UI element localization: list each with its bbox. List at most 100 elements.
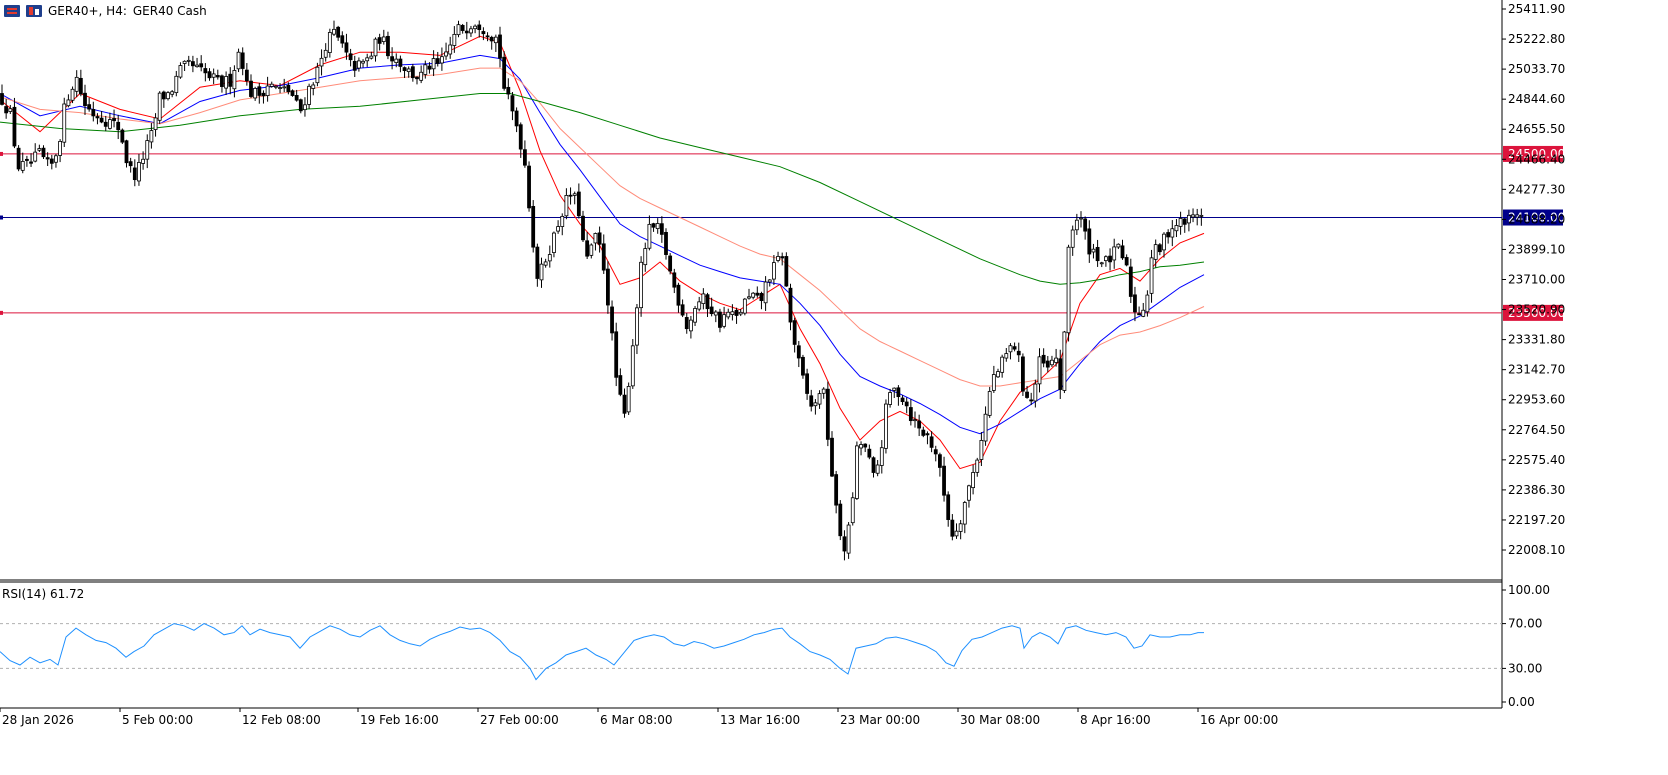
level-price-badge[interactable] <box>1503 145 1563 162</box>
candle-body <box>469 28 473 34</box>
rsi-pane[interactable]: 100.00 70.00 30.00 0.00 <box>0 583 1550 709</box>
candle-body <box>498 34 502 59</box>
candle-body <box>1091 248 1096 253</box>
candle-body <box>975 459 980 473</box>
candle-body <box>962 502 967 525</box>
candle-body <box>386 35 390 57</box>
candle-body <box>398 58 403 67</box>
candle-body <box>166 92 170 100</box>
candle-body <box>842 536 847 552</box>
candle-body <box>298 99 303 112</box>
candle-body <box>568 194 573 197</box>
candle-body <box>900 397 905 403</box>
candle-body <box>701 293 706 304</box>
candle-body <box>979 440 984 460</box>
candle-body <box>211 73 216 78</box>
candle-body <box>91 109 96 117</box>
price-tick-label: 24844.60 <box>1508 92 1565 106</box>
candle-body <box>531 206 536 248</box>
candle-body <box>1045 360 1050 368</box>
level-marker[interactable] <box>0 215 3 220</box>
candlestick-series <box>0 20 1204 561</box>
candle-body <box>1141 309 1146 317</box>
candle-body <box>303 104 307 111</box>
candle-body <box>738 311 743 315</box>
candle-body <box>161 91 166 100</box>
price-tick-label: 25033.70 <box>1508 62 1565 76</box>
time-axis[interactable]: 28 Jan 2026 5 Feb 00:00 12 Feb 08:00 19 Feb… <box>0 708 1278 727</box>
candle-body <box>564 195 569 217</box>
level-price-badge[interactable] <box>1503 304 1563 321</box>
level-price-badge[interactable] <box>1503 209 1563 226</box>
candle-body <box>780 256 785 259</box>
candle-body <box>493 36 498 44</box>
level-price-label: 24500.00 <box>1508 147 1565 161</box>
candle-body <box>170 91 175 95</box>
candle-body <box>174 75 179 94</box>
time-tick-label: 6 Mar 08:00 <box>600 713 673 727</box>
candle-body <box>261 92 266 97</box>
candle-body <box>763 281 768 304</box>
candle-body <box>286 84 291 93</box>
level-marker[interactable] <box>0 151 3 156</box>
candle-body <box>178 65 183 78</box>
candle-body <box>37 148 42 151</box>
time-tick-label: 30 Mar 08:00 <box>960 713 1040 727</box>
candle-body <box>892 387 897 391</box>
candle-body <box>630 345 635 387</box>
candle-body <box>1050 359 1054 366</box>
menu-icon[interactable] <box>4 5 20 17</box>
candle-body <box>132 167 137 181</box>
candle-body <box>1145 294 1150 313</box>
candle-body <box>249 80 253 97</box>
candle-body <box>597 232 602 245</box>
candle-body <box>1182 218 1187 225</box>
candle-body <box>730 311 735 315</box>
candle-body <box>70 88 75 101</box>
candle-body <box>394 58 399 63</box>
time-tick-label: 13 Mar 16:00 <box>720 713 800 727</box>
level-price-label: 23500.00 <box>1508 306 1565 320</box>
candle-body <box>1016 350 1021 356</box>
price-axis[interactable]: 25411.90 25222.80 25033.70 24844.60 24655.50… <box>1502 2 1565 557</box>
candle-body <box>610 306 614 334</box>
candle-body <box>622 394 627 414</box>
candle-body <box>128 161 133 167</box>
candle-body <box>875 464 880 474</box>
time-tick-label: 19 Feb 16:00 <box>360 713 439 727</box>
candle-body <box>332 28 336 35</box>
candle-body <box>410 66 415 79</box>
candle-body <box>377 37 382 44</box>
candle-body <box>282 86 287 89</box>
candle-body <box>859 444 863 449</box>
symbol-description: GER40 Cash <box>132 4 207 18</box>
candle-body <box>1062 331 1067 391</box>
candle-body <box>415 76 419 80</box>
price-tick-label: 24088.20 <box>1508 212 1565 226</box>
candle-body <box>460 25 465 31</box>
chart-type-icon[interactable] <box>26 5 42 17</box>
candle-body <box>929 436 934 448</box>
candle-body <box>987 391 992 416</box>
candle-body <box>722 314 726 327</box>
rsi-tick-label: 0.00 <box>1508 695 1535 709</box>
candle-body <box>1112 246 1117 261</box>
candle-body <box>190 61 195 67</box>
level-marker[interactable] <box>0 310 3 315</box>
candle-body <box>809 395 814 407</box>
candle-body <box>452 33 457 46</box>
candle-body <box>925 433 930 436</box>
candle-body <box>983 413 988 442</box>
time-tick-label: 16 Apr 00:00 <box>1200 713 1278 727</box>
price-pane[interactable] <box>0 0 1503 709</box>
candle-body <box>863 443 868 448</box>
candle-body <box>755 292 760 296</box>
candle-body <box>12 106 17 147</box>
candle-body <box>838 503 843 537</box>
candle-body <box>825 388 830 440</box>
candle-body <box>1104 256 1108 262</box>
candle-body <box>510 95 515 112</box>
horizontal-levels[interactable]: 24500.00 24100.00 23500.00 <box>0 145 1565 321</box>
candle-body <box>668 255 673 272</box>
